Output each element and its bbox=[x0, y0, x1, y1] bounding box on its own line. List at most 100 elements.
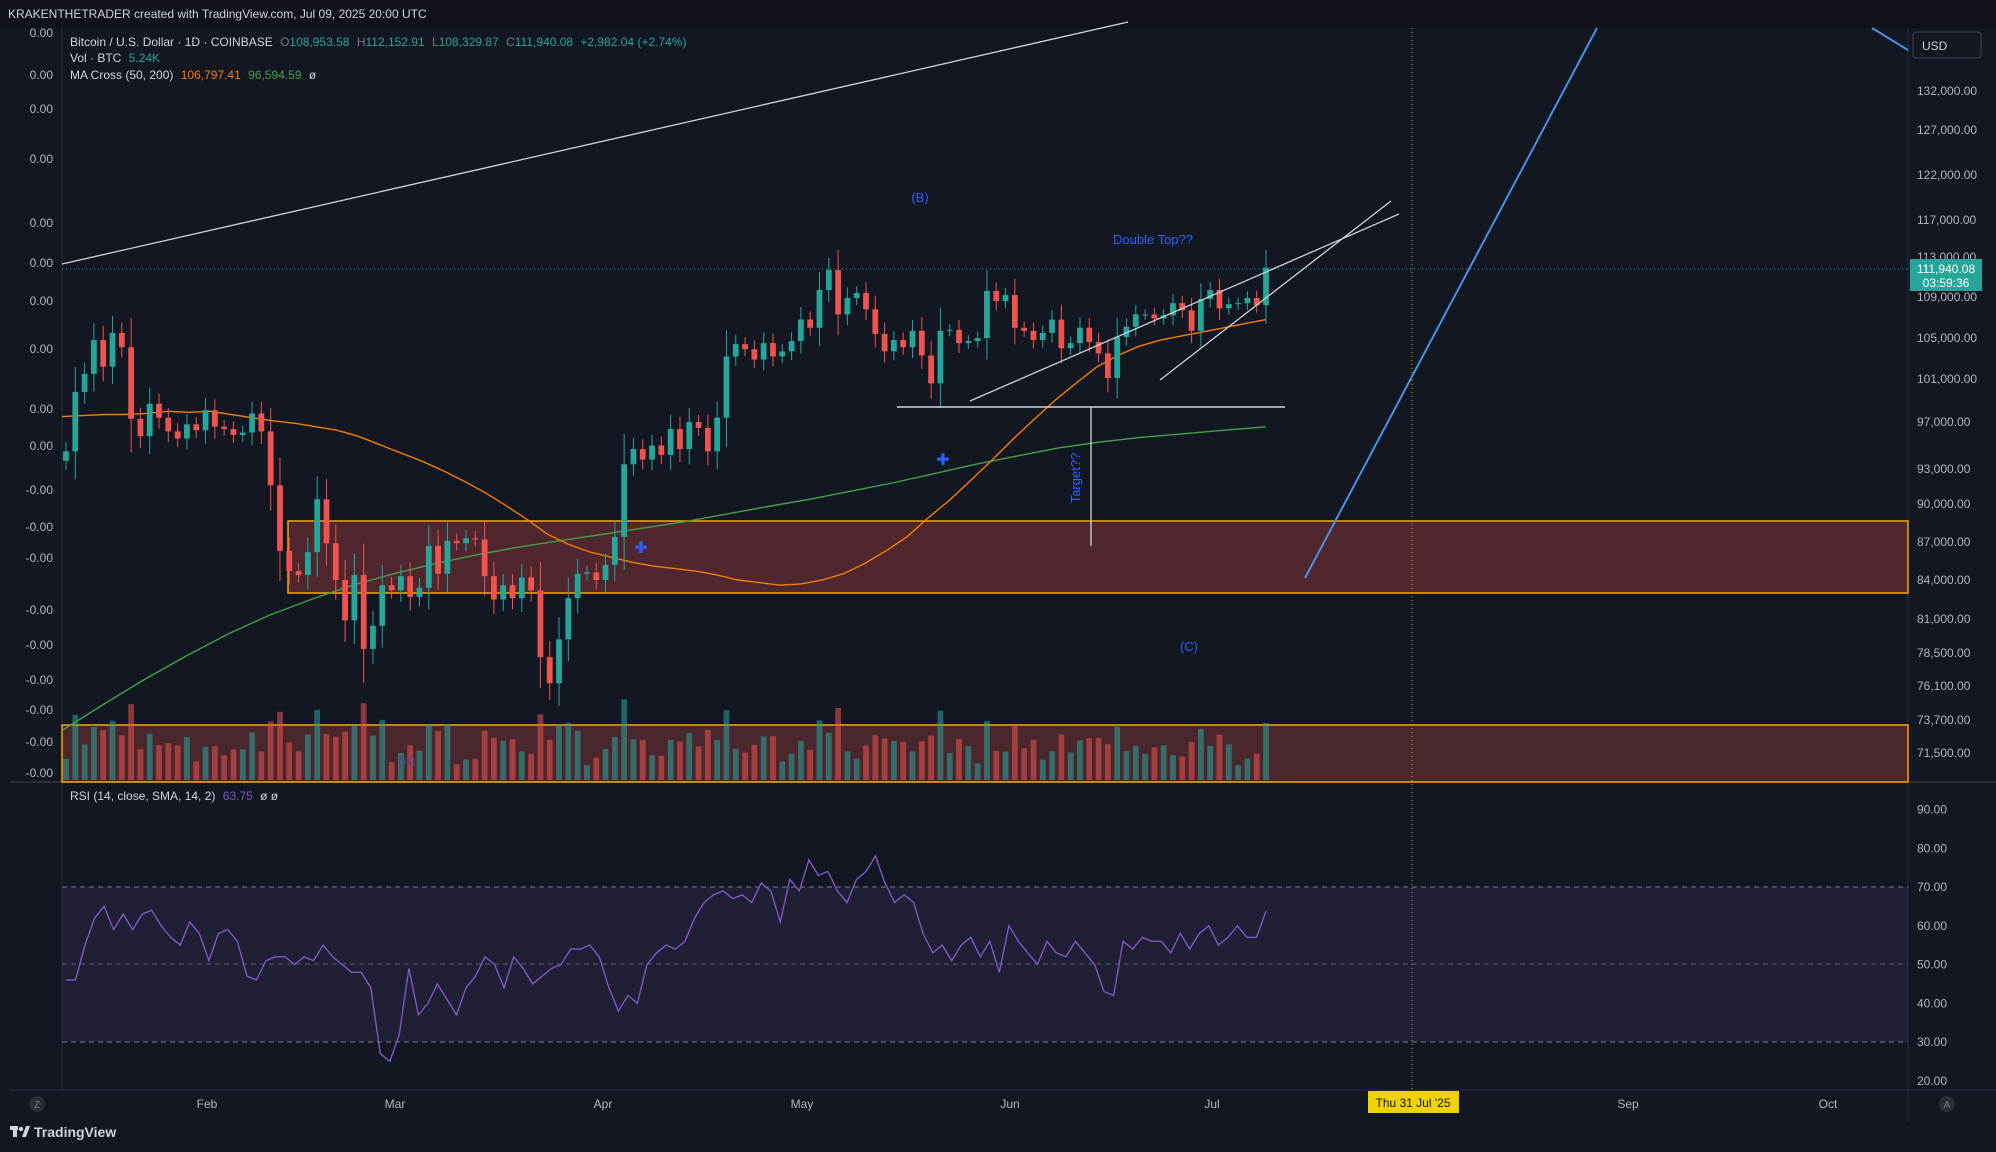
candle-body bbox=[156, 403, 162, 418]
price-tick-label: 127,000.00 bbox=[1917, 123, 1977, 137]
chart-canvas[interactable]: ✚ ✚ (B) Double Top?? (C) (A) Target?? 13… bbox=[0, 0, 1996, 1122]
candle-body bbox=[639, 449, 646, 460]
volume-bar bbox=[872, 735, 879, 780]
rsi-label: RSI (14, close, SMA, 14, 2) bbox=[70, 789, 216, 803]
candle-body bbox=[1151, 314, 1158, 319]
blue-line-right[interactable] bbox=[1871, 27, 1909, 51]
volume-legend[interactable]: Vol · BTC 5.24K bbox=[70, 51, 164, 65]
volume-bar bbox=[1011, 724, 1018, 780]
volume-bar bbox=[258, 751, 265, 780]
candle-body bbox=[630, 449, 637, 465]
left-tick-label: 0.00 bbox=[30, 402, 54, 416]
candle-body bbox=[798, 319, 804, 342]
auto-scale-button[interactable] bbox=[1939, 1096, 1955, 1112]
volume-bar bbox=[1039, 759, 1046, 780]
price-axis[interactable]: 132,000.00 127,000.00 122,000.00 117,000.00… bbox=[1917, 84, 1977, 760]
trendline-upper[interactable] bbox=[61, 21, 1129, 265]
candle-body bbox=[835, 270, 841, 315]
candlesticks bbox=[63, 250, 1269, 707]
rsi-extra: ø ø bbox=[260, 789, 279, 803]
candle-body bbox=[444, 540, 451, 574]
candle-body bbox=[491, 576, 497, 600]
volume-bar bbox=[72, 714, 79, 780]
support-zone[interactable] bbox=[287, 520, 1909, 594]
candle-body bbox=[1114, 336, 1121, 378]
volume-bar bbox=[704, 729, 711, 780]
volume-bar bbox=[323, 734, 330, 780]
volume-bar bbox=[807, 749, 814, 780]
left-tick-label: 0.00 bbox=[30, 26, 54, 40]
rsi-axis[interactable]: 90.00 80.00 70.00 60.00 50.00 40.00 30.00 20.00 bbox=[1917, 803, 1947, 1088]
rsi-legend[interactable]: RSI (14, close, SMA, 14, 2) 63.75 ø ø bbox=[70, 789, 282, 803]
candle-body bbox=[844, 298, 851, 315]
price-tick-label: 81,000.00 bbox=[1917, 612, 1971, 626]
volume-bar bbox=[863, 745, 869, 780]
volume-bar bbox=[732, 749, 739, 780]
candle-body bbox=[370, 625, 376, 649]
close-value: 111,940.08 bbox=[514, 35, 574, 49]
wedge-lower-line[interactable] bbox=[1159, 200, 1392, 381]
candle-body bbox=[286, 550, 293, 572]
candle-body bbox=[211, 410, 218, 427]
time-tick-label: Mar bbox=[385, 1097, 406, 1111]
double-top-label[interactable]: Double Top?? bbox=[1113, 232, 1193, 247]
volume-bar bbox=[1207, 745, 1214, 780]
candle-body bbox=[249, 413, 255, 433]
ma-cross-marker: ✚ bbox=[936, 452, 949, 469]
volume-bar bbox=[677, 741, 683, 780]
candle-body bbox=[1123, 326, 1130, 337]
volume-bar bbox=[398, 753, 404, 780]
candle-body bbox=[574, 573, 581, 599]
target-label[interactable]: Target?? bbox=[1068, 453, 1083, 504]
left-tick-label: -0.00 bbox=[26, 735, 54, 749]
candle-body bbox=[109, 332, 116, 367]
candle-body bbox=[686, 422, 693, 450]
currency-button[interactable] bbox=[1912, 31, 1982, 59]
volume-bar bbox=[1151, 747, 1158, 780]
time-axis[interactable]: Feb Mar Apr May Jun Jul Sep Oct bbox=[197, 1097, 1838, 1111]
crosshair-date-badge bbox=[1368, 1091, 1459, 1113]
volume-bar bbox=[602, 749, 609, 780]
candle-body bbox=[202, 410, 209, 431]
ma-legend[interactable]: MA Cross (50, 200) 106,797.41 96,594.59 … bbox=[70, 68, 320, 82]
volume-bar bbox=[835, 708, 841, 780]
blue-projection-line[interactable] bbox=[1304, 27, 1598, 579]
candle-body bbox=[667, 429, 674, 455]
volume-bar bbox=[1030, 739, 1037, 780]
wedge-upper-line[interactable] bbox=[969, 213, 1400, 402]
candle-body bbox=[853, 293, 860, 299]
symbol-legend[interactable]: Bitcoin / U.S. Dollar · 1D · COINBASE O1… bbox=[70, 35, 690, 49]
volume-bar bbox=[81, 744, 88, 780]
volume-bar bbox=[556, 724, 562, 780]
wave-a-label[interactable]: (A) bbox=[398, 754, 415, 769]
left-tick-label: -0.00 bbox=[26, 703, 54, 717]
volume-bar bbox=[351, 725, 358, 780]
chart-background bbox=[10, 28, 1986, 1122]
candle-body bbox=[323, 499, 330, 544]
left-tick-label: -0.00 bbox=[26, 551, 54, 565]
volume-bar bbox=[1142, 754, 1148, 780]
time-tick-label: Jun bbox=[1000, 1097, 1019, 1111]
candle-body bbox=[788, 341, 795, 352]
tradingview-logo[interactable]: TradingView bbox=[10, 1124, 116, 1140]
crosshair-date: Thu 31 Jul '25 bbox=[1375, 1096, 1450, 1110]
volume-bar bbox=[370, 735, 376, 780]
candle-body bbox=[695, 422, 702, 428]
volume-label: Vol · BTC bbox=[70, 51, 122, 65]
ma-cross-marker-2: ✚ bbox=[634, 540, 647, 557]
candle-body bbox=[1021, 327, 1028, 331]
volume-bar bbox=[853, 758, 860, 780]
left-tick-label: -0.00 bbox=[26, 520, 54, 534]
volume-bar bbox=[1216, 734, 1223, 780]
candle-body bbox=[565, 598, 572, 640]
candle-body bbox=[900, 340, 907, 348]
timezone-button[interactable] bbox=[29, 1096, 45, 1112]
candle-body bbox=[1253, 298, 1260, 306]
time-tick-label: Jul bbox=[1204, 1097, 1219, 1111]
volume-bar bbox=[416, 750, 423, 780]
bar-countdown: 03:59:36 bbox=[1923, 276, 1970, 290]
wave-b-label[interactable]: (B) bbox=[911, 190, 928, 205]
volume-bar bbox=[974, 763, 981, 780]
left-tick-label: 0.00 bbox=[30, 294, 54, 308]
wave-c-label[interactable]: (C) bbox=[1180, 639, 1198, 654]
